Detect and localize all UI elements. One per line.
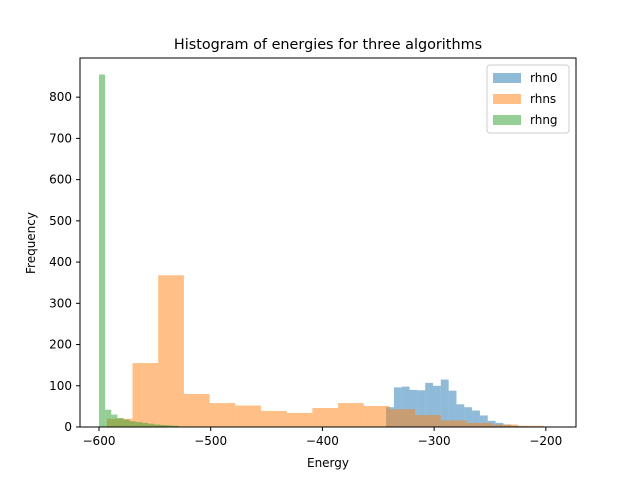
rhng-bar — [142, 423, 148, 427]
rhns-bar — [133, 363, 159, 427]
rhng-bar — [136, 422, 142, 427]
y-tick-label: 200 — [49, 338, 72, 352]
rhns-bar — [235, 406, 261, 427]
rhng-bar — [99, 74, 105, 427]
rhng-bar — [105, 410, 111, 427]
y-tick-label: 500 — [49, 214, 72, 228]
rhng-legend-label: rhng — [530, 113, 558, 127]
x-tick-label: −500 — [194, 434, 227, 448]
y-tick-label: 700 — [49, 131, 72, 145]
y-tick-label: 400 — [49, 255, 72, 269]
rhns-bar — [261, 411, 287, 427]
chart-title: Histogram of energies for three algorith… — [174, 37, 482, 53]
rhn0-bar — [441, 380, 449, 427]
rhns-bar — [338, 403, 364, 427]
x-tick-label: −400 — [306, 434, 339, 448]
rhns-legend-swatch — [493, 94, 521, 104]
rhns-bar — [467, 423, 493, 427]
rhns-bar — [312, 408, 338, 427]
rhns-bar — [287, 413, 313, 427]
rhns-bar — [210, 403, 236, 427]
rhns-bar — [441, 420, 467, 427]
rhns-bar — [364, 406, 390, 427]
rhns-bar — [389, 409, 415, 427]
rhn0-legend-label: rhn0 — [530, 71, 558, 85]
y-tick-label: 100 — [49, 379, 72, 393]
rhn0-legend-swatch — [493, 73, 521, 83]
y-tick-label: 600 — [49, 173, 72, 187]
y-axis-label: Frequency — [24, 212, 38, 274]
rhng-bar — [111, 415, 117, 427]
y-tick-label: 300 — [49, 296, 72, 310]
y-tick-label: 0 — [64, 420, 72, 434]
x-tick-label: −200 — [529, 434, 562, 448]
x-axis-label: Energy — [307, 456, 349, 470]
x-tick-label: −300 — [418, 434, 451, 448]
rhng-bar — [124, 420, 130, 427]
rhns-bar — [158, 275, 184, 427]
legend: rhn0 rhns rhng — [487, 65, 569, 133]
rhng-legend-swatch — [493, 115, 521, 125]
x-tick-label: −600 — [83, 434, 116, 448]
rhng-bar — [130, 421, 136, 427]
rhng-bar — [117, 418, 123, 427]
rhns-legend-label: rhns — [530, 92, 556, 106]
rhns-bar — [415, 415, 441, 427]
rhns-bar — [184, 394, 210, 427]
y-tick-label: 800 — [49, 90, 72, 104]
